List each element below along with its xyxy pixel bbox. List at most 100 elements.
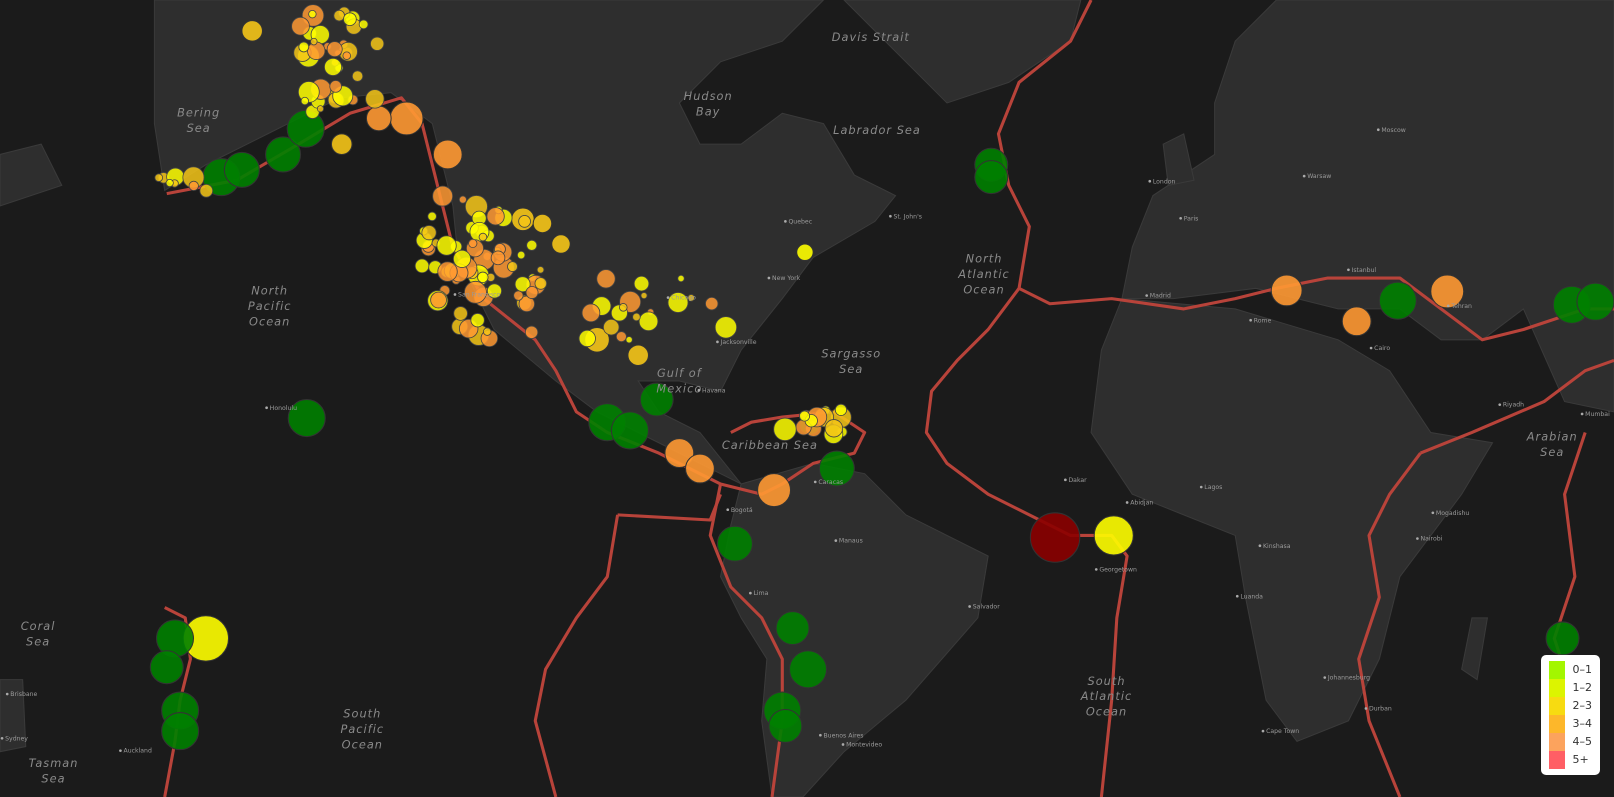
earthquake	[627, 344, 649, 367]
earthquake	[308, 9, 317, 19]
legend: 0–1 1–2 2–3 3–4 4–5 5+	[1540, 655, 1600, 775]
place-dot	[726, 508, 730, 512]
place-dot	[1347, 268, 1350, 272]
ocean-label: Ocean	[342, 738, 383, 752]
place-label: Luanda	[1240, 593, 1263, 600]
place-label: Montevideo	[846, 742, 882, 749]
ocean-label: Arabian	[1526, 430, 1578, 444]
place-dot	[1148, 179, 1152, 183]
place-dot	[1199, 485, 1203, 489]
legend-item: 0–1	[1548, 661, 1593, 679]
legend-item: 2–3	[1548, 697, 1592, 715]
place-label: Lagos	[1204, 484, 1222, 491]
earthquake	[773, 417, 797, 441]
earthquake	[638, 311, 659, 332]
ocean-label: Coral	[21, 619, 56, 633]
earthquake	[154, 173, 164, 182]
place-dot	[1369, 346, 1373, 350]
earthquake	[1093, 515, 1134, 556]
earthquake	[307, 41, 326, 60]
place-dot	[819, 733, 822, 737]
earthquake	[458, 195, 467, 204]
earthquake	[343, 12, 357, 27]
legend-label: 0–1	[1572, 663, 1593, 676]
earthquake	[427, 211, 437, 222]
place-dot	[749, 591, 752, 595]
place-label: Jacksonville	[720, 339, 757, 346]
place-label: Auckland	[124, 748, 152, 755]
earthquake	[578, 329, 596, 348]
place-label: Paris	[1184, 215, 1199, 222]
place-label: Brisbane	[10, 691, 37, 698]
place-dot	[1258, 544, 1262, 548]
place-label: Tehran	[1450, 303, 1472, 310]
earthquake	[525, 286, 539, 299]
earthquake	[188, 180, 199, 191]
place-dot	[1094, 568, 1098, 571]
earthquake	[436, 235, 457, 256]
place-dot	[1235, 594, 1239, 598]
earthquake	[470, 313, 485, 328]
ocean-label: Gulf of	[657, 366, 703, 380]
place-label: Johannesburg	[1327, 675, 1370, 682]
earthquake	[1341, 306, 1372, 337]
ocean-label: Sea	[187, 121, 211, 135]
place-label: Salvador	[973, 604, 1000, 611]
place-dot	[697, 388, 701, 392]
place-dot	[1261, 729, 1265, 733]
place-dot	[265, 406, 268, 410]
earthquake	[223, 151, 260, 188]
earthquake	[618, 303, 628, 312]
earthquake	[518, 215, 531, 228]
earthquake	[329, 80, 342, 93]
earthquake	[775, 611, 810, 646]
ocean-label: Tasman	[29, 756, 79, 770]
earthquake	[685, 453, 715, 484]
place-label: Moscow	[1381, 127, 1405, 134]
ocean-label: Labrador Sea	[833, 123, 921, 137]
ocean-label: Ocean	[249, 314, 290, 328]
earthquake	[603, 318, 620, 336]
earthquake	[799, 410, 811, 422]
place-dot	[784, 220, 787, 223]
legend-item: 5+	[1548, 751, 1593, 769]
place-dot	[1446, 304, 1450, 308]
earthquake	[453, 306, 468, 321]
place-dot	[716, 340, 719, 344]
earthquake	[291, 16, 310, 36]
earthquake	[316, 105, 325, 113]
ocean-label: South	[1088, 674, 1126, 688]
place-dot	[0, 736, 4, 740]
place-dot	[666, 296, 670, 299]
earthquake	[432, 185, 454, 207]
earthquake	[513, 290, 524, 301]
earthquake	[716, 525, 753, 562]
earthquake	[1576, 282, 1614, 321]
place-dot	[1431, 511, 1435, 515]
earthquake	[824, 419, 844, 438]
earthquake	[358, 19, 369, 30]
labels: BeringSeaNorthPacificOceanSouthPacificOc…	[0, 30, 1610, 786]
earthquake	[514, 276, 531, 293]
place-dot	[1125, 501, 1129, 504]
earthquake	[298, 41, 310, 53]
earthquake	[421, 225, 437, 241]
legend-label: 5+	[1572, 753, 1589, 766]
earthquake	[705, 296, 719, 311]
earthquake	[365, 89, 385, 109]
earthquake	[464, 280, 487, 304]
ocean-label: North	[966, 252, 1003, 266]
place-dot	[767, 276, 771, 280]
earthquake	[430, 291, 447, 309]
earthquake	[1029, 512, 1081, 563]
earthquake	[526, 239, 538, 251]
earthquake	[323, 57, 343, 76]
earthquake	[625, 336, 633, 344]
place-dot	[1179, 216, 1182, 220]
earthquake	[1378, 281, 1417, 320]
earthquake	[1270, 274, 1303, 307]
earthquake	[452, 249, 472, 268]
earthquake	[768, 708, 803, 743]
